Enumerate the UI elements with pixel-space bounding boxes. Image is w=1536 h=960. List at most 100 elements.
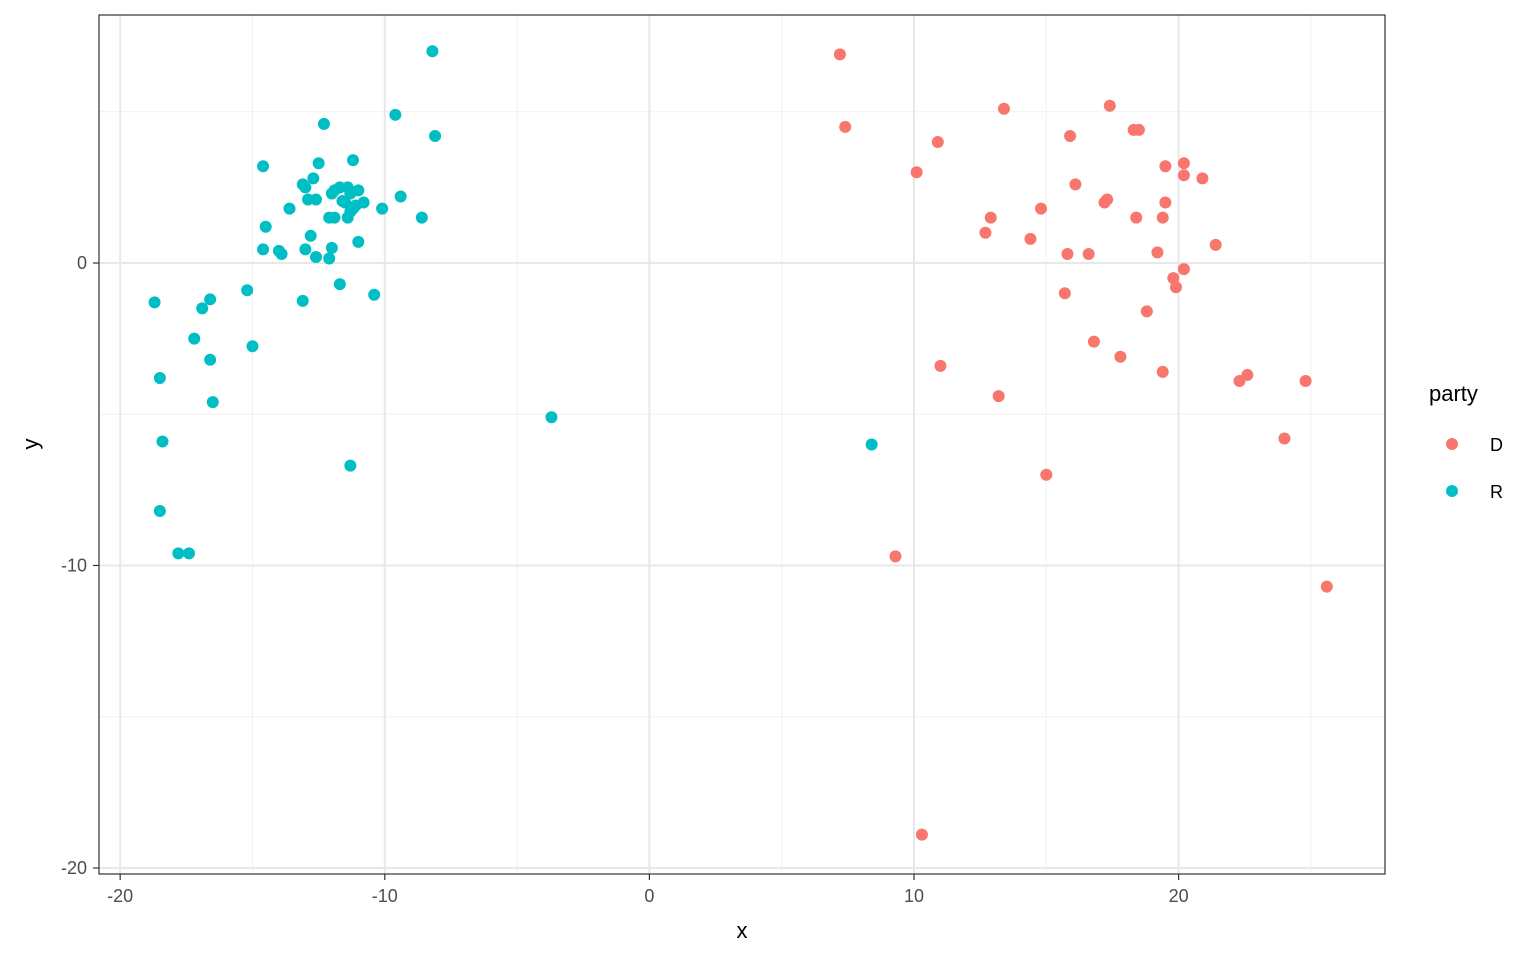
x-axis: -20 -10 0 10 20	[107, 874, 1189, 906]
legend-label-R: R	[1490, 482, 1503, 502]
y-axis: -20 -10 0	[61, 253, 99, 878]
data-point-D	[839, 120, 852, 133]
x-axis-title: x	[737, 918, 748, 943]
data-point-R	[865, 438, 878, 451]
grid-minor	[99, 15, 1385, 874]
data-point-D	[1132, 123, 1145, 136]
y-tick-label: 0	[77, 253, 87, 273]
data-point-R	[328, 211, 341, 224]
data-point-R	[347, 154, 360, 167]
data-point-R	[257, 243, 270, 256]
data-point-D	[931, 136, 944, 149]
data-point-D	[1177, 169, 1190, 182]
data-point-R	[296, 294, 309, 307]
data-point-R	[275, 247, 288, 260]
panel-background	[99, 15, 1385, 874]
data-point-D	[1177, 263, 1190, 276]
data-point-R	[312, 157, 325, 170]
x-tick-label: 0	[644, 886, 654, 906]
data-point-R	[389, 108, 402, 121]
data-point-R	[246, 340, 259, 353]
data-point-R	[317, 117, 330, 130]
data-point-D	[1103, 99, 1116, 112]
data-point-R	[153, 371, 166, 384]
data-point-D	[1151, 246, 1164, 259]
data-point-R	[302, 193, 315, 206]
data-point-D	[1069, 178, 1082, 191]
data-point-R	[344, 187, 357, 200]
data-point-D	[1159, 196, 1172, 209]
data-point-R	[545, 411, 558, 424]
data-point-D	[1196, 172, 1209, 185]
data-point-D	[1159, 160, 1172, 173]
data-point-R	[309, 250, 322, 263]
data-point-R	[259, 220, 272, 233]
data-point-R	[325, 241, 338, 254]
data-point-R	[333, 278, 346, 291]
data-point-D	[992, 390, 1005, 403]
data-point-R	[415, 211, 428, 224]
data-point-R	[153, 505, 166, 518]
data-point-R	[307, 172, 320, 185]
legend-title: party	[1429, 381, 1478, 406]
data-point-D	[1035, 202, 1048, 215]
data-point-R	[426, 45, 439, 58]
data-point-D	[997, 102, 1010, 115]
data-point-R	[299, 181, 312, 194]
grid-major	[99, 15, 1385, 874]
y-tick-label: -20	[61, 858, 87, 878]
data-point-R	[368, 288, 381, 301]
y-tick-label: -10	[61, 555, 87, 575]
data-point-R	[323, 252, 336, 265]
data-point-D	[1024, 232, 1037, 245]
data-point-D	[1299, 374, 1312, 387]
data-point-R	[257, 160, 270, 173]
x-tick-label: -10	[372, 886, 398, 906]
points-layer	[148, 45, 1333, 841]
data-point-D	[1087, 335, 1100, 348]
data-point-D	[910, 166, 923, 179]
data-point-D	[915, 828, 928, 841]
data-point-D	[1098, 196, 1111, 209]
data-point-D	[1040, 468, 1053, 481]
data-point-D	[889, 550, 902, 563]
data-point-D	[1209, 238, 1222, 251]
data-point-R	[188, 332, 201, 345]
data-point-D	[1140, 305, 1153, 318]
x-tick-label: 10	[904, 886, 924, 906]
data-point-R	[299, 243, 312, 256]
data-point-R	[283, 202, 296, 215]
data-point-R	[241, 284, 254, 297]
data-point-R	[376, 202, 389, 215]
data-point-D	[979, 226, 992, 239]
data-point-D	[1058, 287, 1071, 300]
data-point-R	[156, 435, 169, 448]
data-point-D	[1156, 365, 1169, 378]
data-point-R	[429, 129, 442, 142]
x-tick-label: -20	[107, 886, 133, 906]
data-point-D	[1233, 374, 1246, 387]
legend-key-R	[1446, 485, 1458, 497]
data-point-R	[341, 211, 354, 224]
legend-key-D	[1446, 438, 1458, 450]
panel-border	[98, 14, 1386, 875]
legend: party DR	[1429, 381, 1503, 502]
data-point-R	[352, 235, 365, 248]
data-point-D	[1130, 211, 1143, 224]
data-point-D	[1177, 157, 1190, 170]
data-point-R	[344, 459, 357, 472]
data-point-D	[1278, 432, 1291, 445]
legend-label-D: D	[1490, 435, 1503, 455]
data-point-D	[1061, 247, 1074, 260]
data-point-R	[394, 190, 407, 203]
data-point-D	[984, 211, 997, 224]
legend-items: DR	[1446, 435, 1503, 502]
data-point-D	[833, 48, 846, 61]
data-point-D	[934, 359, 947, 372]
data-point-R	[304, 229, 317, 242]
data-point-R	[172, 547, 185, 560]
data-point-R	[148, 296, 161, 309]
data-point-R	[204, 353, 217, 366]
data-point-D	[1167, 272, 1180, 285]
